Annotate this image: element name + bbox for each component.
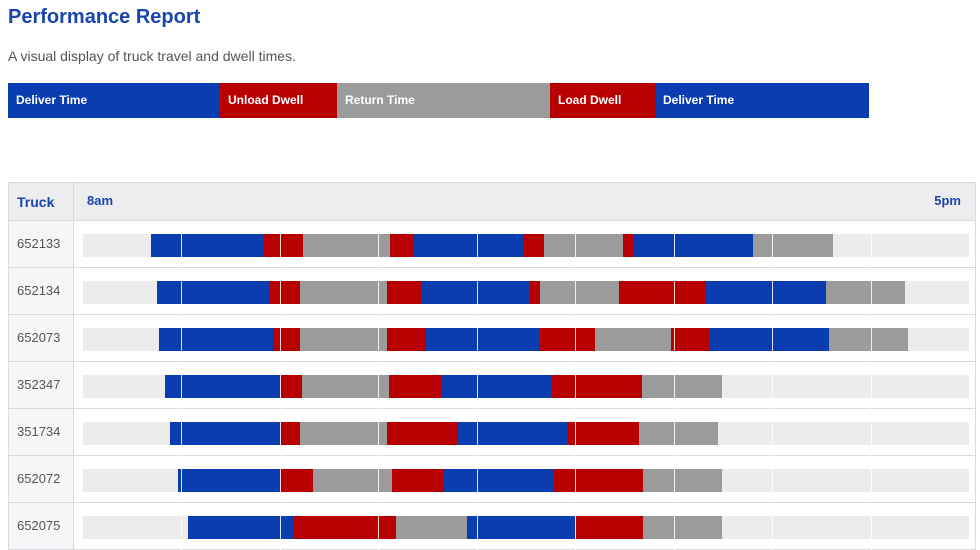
timeline-segment-dwell[interactable] — [293, 516, 396, 539]
timeline-track — [83, 328, 969, 351]
timeline-segment-dwell[interactable] — [392, 469, 444, 492]
timeline-segment-return[interactable] — [829, 328, 908, 351]
table-row[interactable]: 351734 — [9, 409, 975, 456]
timeline-segment-return[interactable] — [544, 234, 623, 257]
timeline-track — [83, 375, 969, 398]
timeline-segment-dwell[interactable] — [273, 328, 300, 351]
timeline-segment-dwell[interactable] — [623, 234, 633, 257]
legend: Deliver Time Unload Dwell Return Time Load … — [8, 83, 869, 118]
timeline-segment-dwell[interactable] — [390, 234, 413, 257]
timeline-segment-dwell[interactable] — [576, 516, 643, 539]
legend-item-3: Load Dwell — [550, 83, 655, 118]
table-row[interactable]: 652075 — [9, 503, 975, 550]
table-header: Truck 8am 5pm — [9, 183, 975, 221]
timeline-segment-dwell[interactable] — [279, 375, 302, 398]
timeline-segment-return[interactable] — [300, 422, 387, 445]
timeline-segment-return[interactable] — [313, 469, 392, 492]
timeline-segment-return[interactable] — [396, 516, 467, 539]
legend-item-1: Unload Dwell — [220, 83, 337, 118]
truck-id: 652075 — [9, 503, 74, 549]
timeline-segment-deliver[interactable] — [178, 469, 280, 492]
truck-id: 652134 — [9, 268, 74, 314]
timeline-segment-return[interactable] — [595, 328, 671, 351]
truck-id: 351734 — [9, 409, 74, 455]
timeline-segment-dwell[interactable] — [387, 281, 421, 304]
timeline-segment-return[interactable] — [303, 234, 390, 257]
timeline-segment-deliver[interactable] — [188, 516, 293, 539]
timeline-segment-dwell[interactable] — [619, 281, 706, 304]
timeline-segment-deliver[interactable] — [159, 328, 273, 351]
timeline-segment-deliver[interactable] — [157, 281, 269, 304]
timeline-segment-deliver[interactable] — [467, 516, 576, 539]
timeline-segment-return[interactable] — [826, 281, 905, 304]
timeline-segment-deliver[interactable] — [441, 375, 551, 398]
timeline-segment-return[interactable] — [300, 328, 387, 351]
timeline-segment-dwell[interactable] — [280, 469, 313, 492]
timeline-segment-dwell[interactable] — [387, 328, 426, 351]
timeline-segment-return[interactable] — [639, 422, 718, 445]
timeline-segment-deliver[interactable] — [706, 281, 826, 304]
timeline-segment-dwell[interactable] — [554, 469, 643, 492]
timeline-segment-return[interactable] — [643, 469, 722, 492]
timeline-segment-return[interactable] — [643, 516, 722, 539]
timeline-segment-dwell[interactable] — [523, 234, 544, 257]
legend-item-4: Deliver Time — [655, 83, 869, 118]
timeline-segment-deliver[interactable] — [458, 422, 568, 445]
timeline-segment-dwell[interactable] — [568, 422, 639, 445]
truck-id: 652072 — [9, 456, 74, 502]
time-end-label: 5pm — [934, 193, 961, 208]
timeline-segment-dwell[interactable] — [264, 234, 303, 257]
timeline-track — [83, 516, 969, 539]
timeline-segment-return[interactable] — [302, 375, 389, 398]
truck-id: 652073 — [9, 315, 74, 361]
table-row[interactable]: 652133 — [9, 221, 975, 268]
timeline-segment-dwell[interactable] — [671, 328, 709, 351]
timeline-segment-dwell[interactable] — [540, 328, 595, 351]
timeline-track — [83, 234, 969, 257]
timeline-segment-return[interactable] — [753, 234, 833, 257]
timeline-segment-deliver[interactable] — [444, 469, 554, 492]
legend-item-2: Return Time — [337, 83, 550, 118]
legend-item-0: Deliver Time — [8, 83, 220, 118]
truck-id: 652133 — [9, 221, 74, 267]
timeline-segment-deliver[interactable] — [633, 234, 753, 257]
table-row[interactable]: 352347 — [9, 362, 975, 409]
timeline-track — [83, 422, 969, 445]
timeline-segment-deliver[interactable] — [170, 422, 281, 445]
timeline-track — [83, 281, 969, 304]
table-row[interactable]: 652134 — [9, 268, 975, 315]
timeline-segment-deliver[interactable] — [421, 281, 530, 304]
timeline-segment-deliver[interactable] — [151, 234, 264, 257]
truck-id: 352347 — [9, 362, 74, 408]
timeline-segment-dwell[interactable] — [387, 422, 458, 445]
page-subtitle: A visual display of truck travel and dwe… — [8, 48, 296, 64]
timeline-segment-dwell[interactable] — [551, 375, 642, 398]
timeline-segment-dwell[interactable] — [269, 281, 300, 304]
timeline-segment-dwell[interactable] — [530, 281, 540, 304]
table-row[interactable]: 652073 — [9, 315, 975, 362]
timeline-segment-return[interactable] — [300, 281, 387, 304]
timeline-segment-deliver[interactable] — [413, 234, 523, 257]
timeline-segment-deliver[interactable] — [165, 375, 279, 398]
timeline-segment-dwell[interactable] — [281, 422, 300, 445]
timeline-segment-return[interactable] — [642, 375, 722, 398]
timeline-track — [83, 469, 969, 492]
timeline-segment-return[interactable] — [540, 281, 619, 304]
table-row[interactable]: 652072 — [9, 456, 975, 503]
page-title: Performance Report — [8, 6, 201, 28]
timeline-segment-deliver[interactable] — [709, 328, 829, 351]
timeline-segment-deliver[interactable] — [426, 328, 540, 351]
truck-column-header[interactable]: Truck — [9, 183, 74, 221]
time-start-label: 8am — [87, 193, 114, 208]
timeline-segment-dwell[interactable] — [389, 375, 441, 398]
performance-table: Truck 8am 5pm 652133 652134 652073 352347 35… — [8, 182, 976, 550]
